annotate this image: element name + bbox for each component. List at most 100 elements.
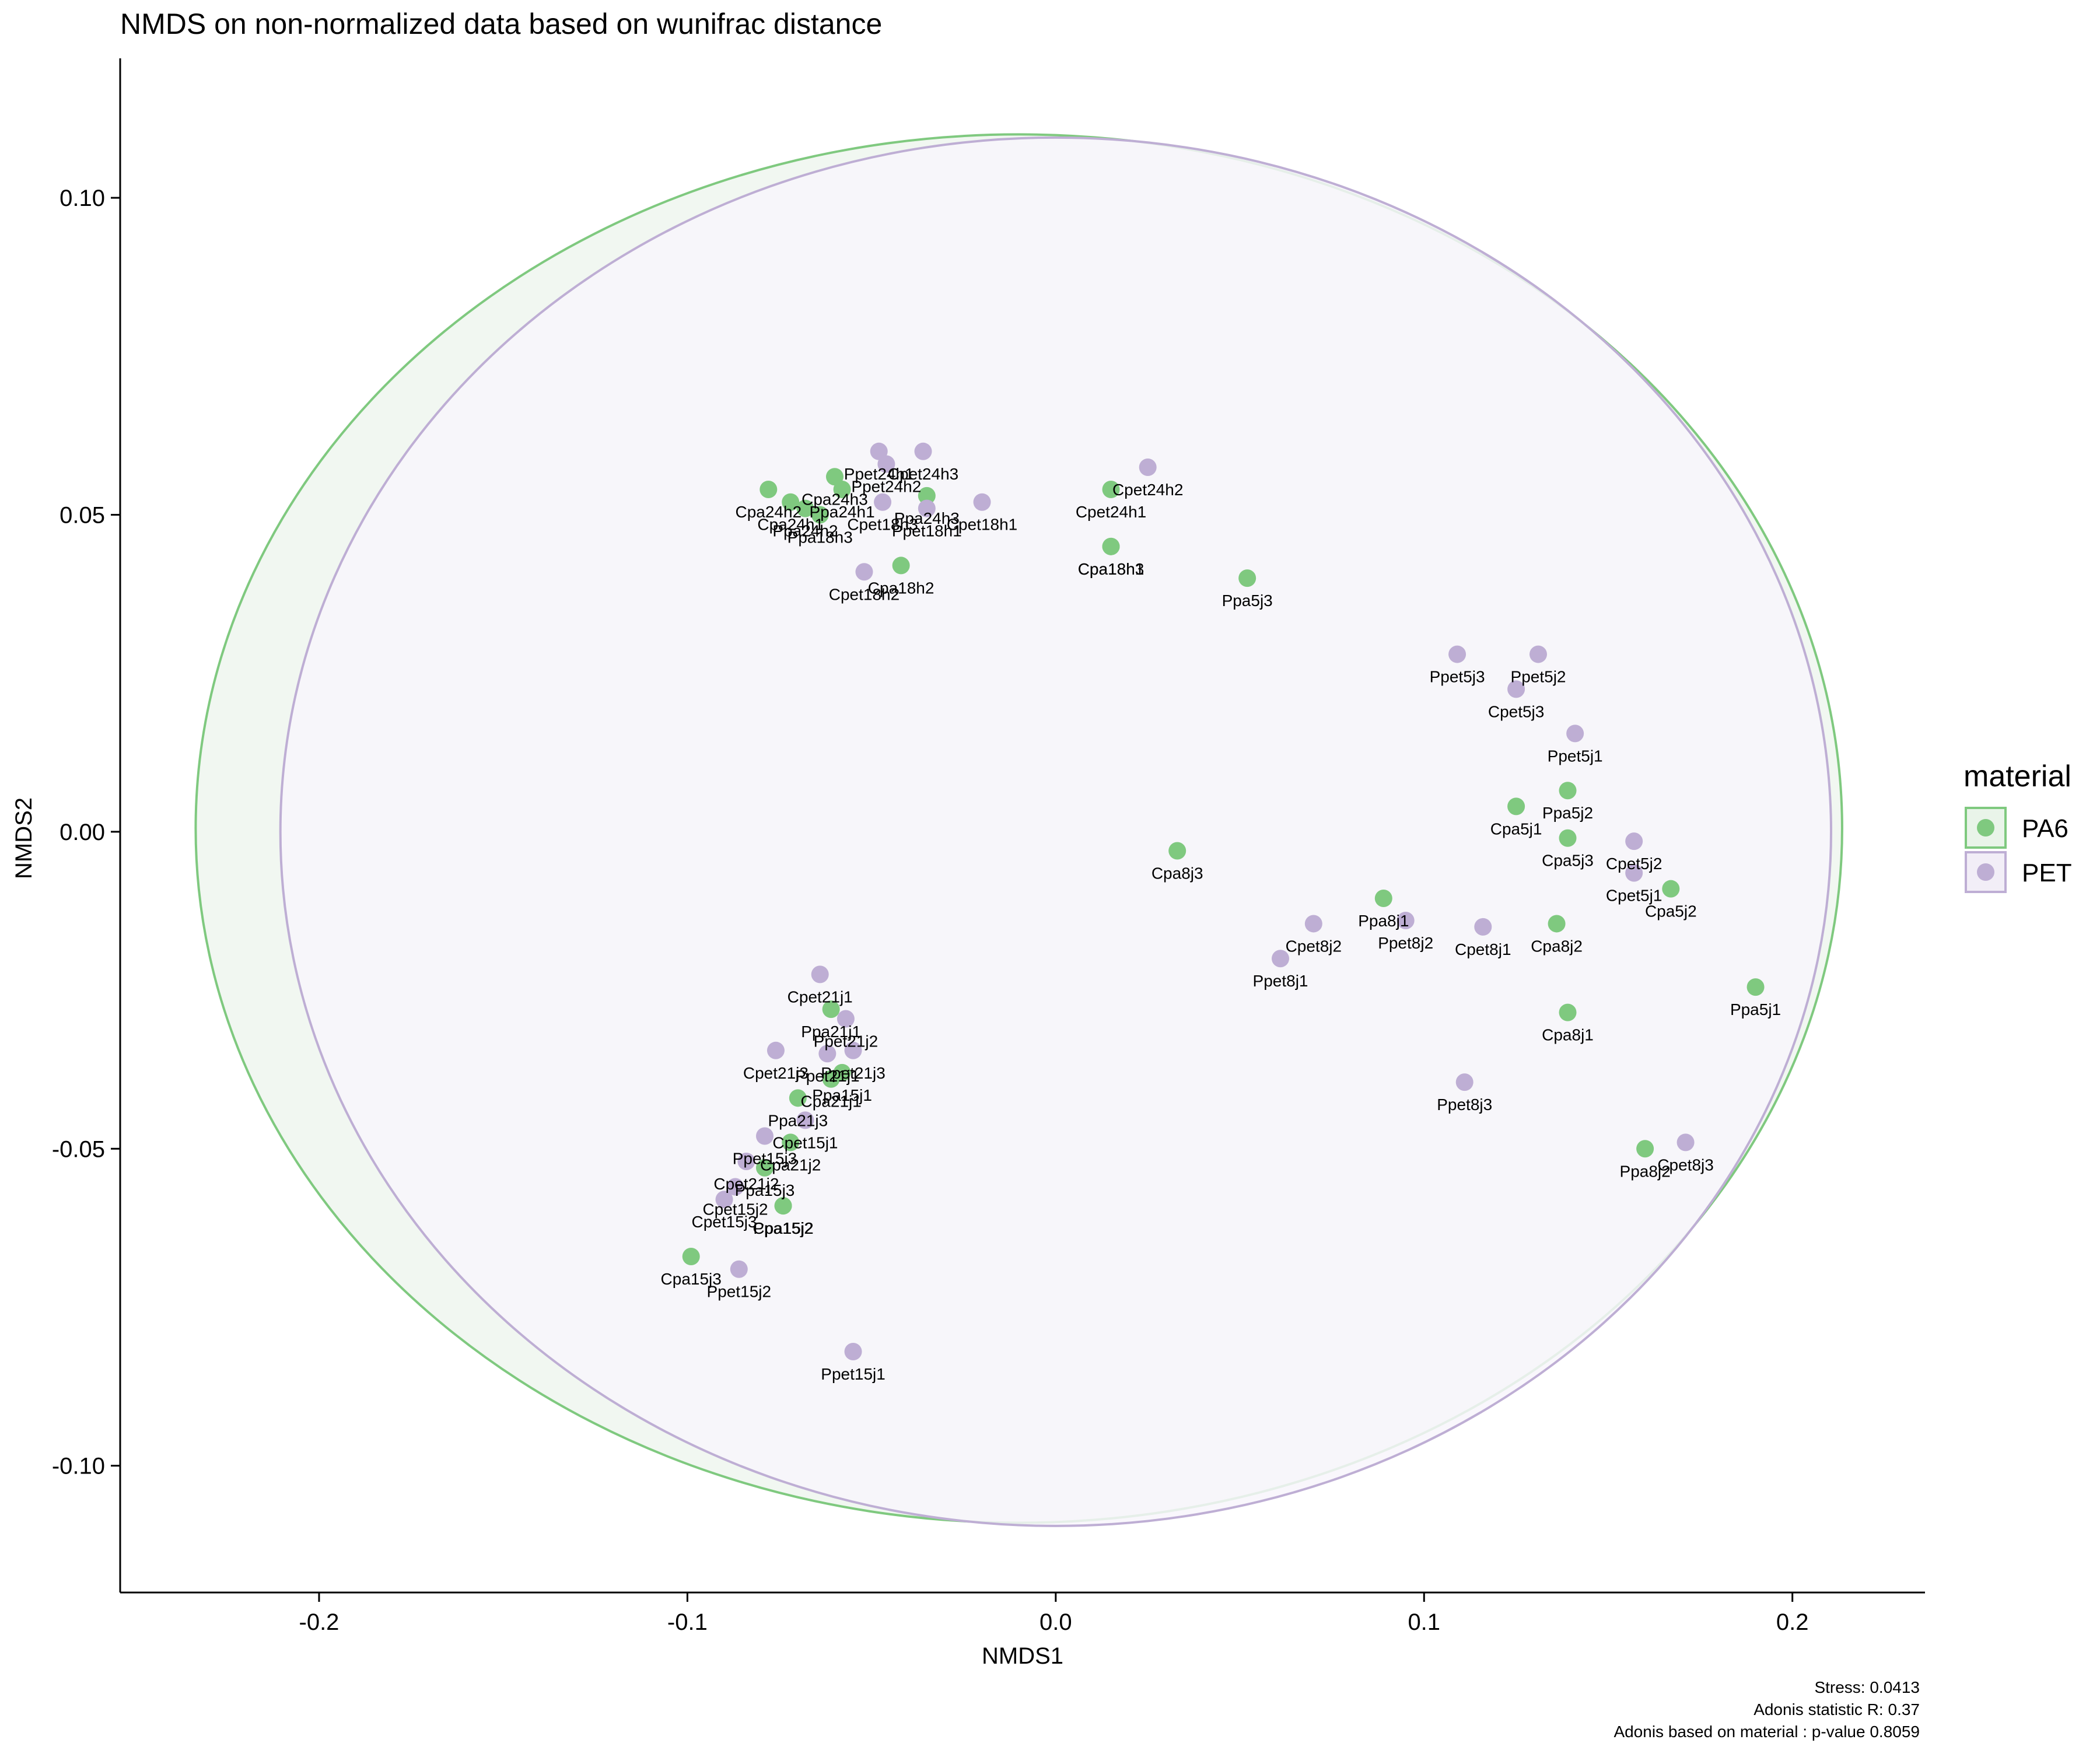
label-ppa18h3: Ppa18h3 bbox=[788, 528, 853, 546]
label-cpet21j1: Cpet21j1 bbox=[788, 988, 853, 1006]
point-cpa5j3 bbox=[1559, 829, 1577, 847]
point-ppet18h1 bbox=[918, 499, 936, 517]
label-cpet18h2: Cpet18h2 bbox=[829, 585, 900, 603]
point-cpa8j3 bbox=[1168, 842, 1186, 860]
legend-dot-pa6 bbox=[1977, 819, 1994, 836]
label-ppet18h1: Ppet18h1 bbox=[892, 522, 962, 540]
ellipse-pet bbox=[279, 136, 1832, 1527]
label-cpa15j2: Cpa15j2 bbox=[752, 1219, 813, 1237]
point-ppa21j3 bbox=[789, 1089, 807, 1107]
point-ppet5j1 bbox=[1566, 724, 1584, 743]
point-cpet8j2 bbox=[1304, 915, 1322, 933]
label-ppet8j1: Ppet8j1 bbox=[1253, 972, 1308, 990]
label-ppet8j3: Ppet8j3 bbox=[1437, 1096, 1492, 1114]
point-cpet5j3 bbox=[1507, 680, 1525, 698]
point-ppet24h1 bbox=[870, 442, 888, 460]
point-ppa15j1 bbox=[833, 1063, 851, 1082]
point-cpa21j2 bbox=[782, 1133, 800, 1152]
label-cpet15j2: Cpet15j2 bbox=[702, 1200, 768, 1218]
y-axis-title: NMDS2 bbox=[11, 797, 37, 879]
label-ppa21j1: Ppa21j1 bbox=[801, 1023, 861, 1041]
point-cpet21j1 bbox=[811, 965, 829, 984]
label-ppet15j3: Ppet15j3 bbox=[733, 1150, 797, 1168]
y-tick-label: 0.10 bbox=[60, 186, 105, 211]
label-ppa8j2: Ppa8j2 bbox=[1620, 1162, 1671, 1180]
y-tick-label: 0.00 bbox=[60, 820, 105, 845]
point-cpa15j3 bbox=[682, 1248, 700, 1266]
point-ppet15j3 bbox=[756, 1127, 774, 1145]
point-cpa5j1 bbox=[1507, 797, 1525, 816]
label-cpet8j2: Cpet8j2 bbox=[1286, 937, 1342, 955]
point-ppa15j2 bbox=[774, 1197, 792, 1215]
label-ppa15j1: Ppa15j1 bbox=[812, 1086, 872, 1104]
legend-label-pa6: PA6 bbox=[2022, 814, 2068, 843]
label-cpa5j1: Cpa5j1 bbox=[1490, 820, 1542, 838]
point-ppet5j2 bbox=[1530, 645, 1547, 663]
label-ppa24h1: Ppa24h1 bbox=[810, 503, 875, 521]
label-ppa5j3: Ppa5j3 bbox=[1222, 592, 1273, 610]
label-ppet5j1: Ppet5j1 bbox=[1548, 747, 1603, 765]
label-ppa5j1: Ppa5j1 bbox=[1730, 1000, 1781, 1019]
point-ppet15j2 bbox=[730, 1260, 748, 1278]
caption: Stress: 0.0413 Adonis statistic R: 0.37 … bbox=[1614, 1678, 1920, 1741]
label-cpa18h1: Cpa18h1 bbox=[1078, 560, 1144, 578]
point-ppa24h1 bbox=[833, 481, 851, 499]
point-cpet8j3 bbox=[1676, 1133, 1695, 1152]
point-cpa24h1 bbox=[782, 493, 800, 511]
label-cpa8j1: Cpa8j1 bbox=[1542, 1026, 1594, 1044]
label-cpet18h1: Cpet18h1 bbox=[947, 516, 1017, 534]
label-ppa5j2: Ppa5j2 bbox=[1542, 804, 1593, 822]
chart-title: NMDS on non-normalized data based on wun… bbox=[120, 8, 882, 40]
stress-annotation: Stress: 0.0413 bbox=[1814, 1678, 1920, 1696]
point-cpet24h2 bbox=[1139, 458, 1157, 476]
label-ppa24h2: Ppa24h2 bbox=[772, 522, 838, 540]
point-cpet18h3 bbox=[874, 493, 892, 511]
label-ppet15j1: Ppet15j1 bbox=[821, 1365, 886, 1383]
y-axis-ticks: -0.10 -0.05 0.00 0.05 0.10 bbox=[52, 186, 120, 1479]
point-cpet5j1 bbox=[1625, 864, 1643, 882]
adonis-p-annotation: Adonis based on material : p-value 0.805… bbox=[1614, 1723, 1920, 1741]
point-cpa24h3 bbox=[825, 468, 844, 486]
label-cpa18h2: Cpa18h2 bbox=[868, 579, 935, 597]
point-cpet21j2 bbox=[737, 1152, 755, 1170]
label-ppet15j2: Ppet15j2 bbox=[707, 1283, 772, 1301]
legend-entries: PA6 PET bbox=[1965, 807, 2072, 893]
point-ppet8j1 bbox=[1272, 950, 1289, 968]
label-cpet24h3: Cpet24h3 bbox=[888, 465, 958, 483]
x-tick-label: -0.2 bbox=[299, 1609, 340, 1635]
point-cpa18h2 bbox=[892, 556, 910, 575]
label-cpa5j3: Cpa5j3 bbox=[1542, 852, 1594, 870]
point-cpet18h2 bbox=[855, 563, 873, 581]
point-cpet21j3 bbox=[766, 1041, 785, 1059]
y-tick-label: -0.05 bbox=[52, 1136, 105, 1162]
confidence-ellipses bbox=[194, 133, 1843, 1527]
label-cpet5j1: Cpet5j1 bbox=[1606, 887, 1662, 905]
label-ppet21j3: Ppet21j3 bbox=[821, 1064, 886, 1082]
point-ppa24h2 bbox=[796, 499, 814, 517]
point-cpet5j2 bbox=[1625, 832, 1643, 850]
y-tick-label: 0.05 bbox=[60, 502, 105, 528]
point-ppet8j3 bbox=[1455, 1073, 1474, 1091]
point-ppa8j2 bbox=[1636, 1140, 1654, 1158]
label-cpa24h3: Cpa24h3 bbox=[802, 490, 868, 508]
point-ppa15j3 bbox=[756, 1158, 774, 1177]
label-ppet24h2: Ppet24h2 bbox=[851, 478, 921, 496]
adonis-r-annotation: Adonis statistic R: 0.37 bbox=[1754, 1700, 1920, 1718]
label-cpet8j3: Cpet8j3 bbox=[1657, 1156, 1714, 1174]
label-ppet21j2: Ppet21j2 bbox=[814, 1032, 878, 1050]
label-ppa15j3: Ppa15j3 bbox=[735, 1181, 795, 1199]
point-ppet8j2 bbox=[1396, 912, 1415, 930]
point-cpet24h3 bbox=[914, 442, 932, 460]
point-ppa18h3 bbox=[811, 506, 829, 524]
point-cpa24h2 bbox=[760, 481, 778, 499]
point-cpet15j1 bbox=[796, 1111, 814, 1129]
point-ppa24h3 bbox=[918, 487, 936, 505]
label-cpa8j3: Cpa8j3 bbox=[1152, 864, 1203, 882]
x-tick-label: 0.0 bbox=[1040, 1609, 1072, 1635]
point-ppa5j3 bbox=[1238, 569, 1256, 587]
label-cpet21j2: Cpet21j2 bbox=[713, 1175, 779, 1193]
label-cpet18h3: Cpet18h3 bbox=[847, 516, 918, 534]
point-cpa18h3 bbox=[1102, 537, 1120, 555]
label-cpa15j3: Cpa15j3 bbox=[661, 1270, 722, 1288]
point-cpet15j2 bbox=[726, 1178, 744, 1196]
